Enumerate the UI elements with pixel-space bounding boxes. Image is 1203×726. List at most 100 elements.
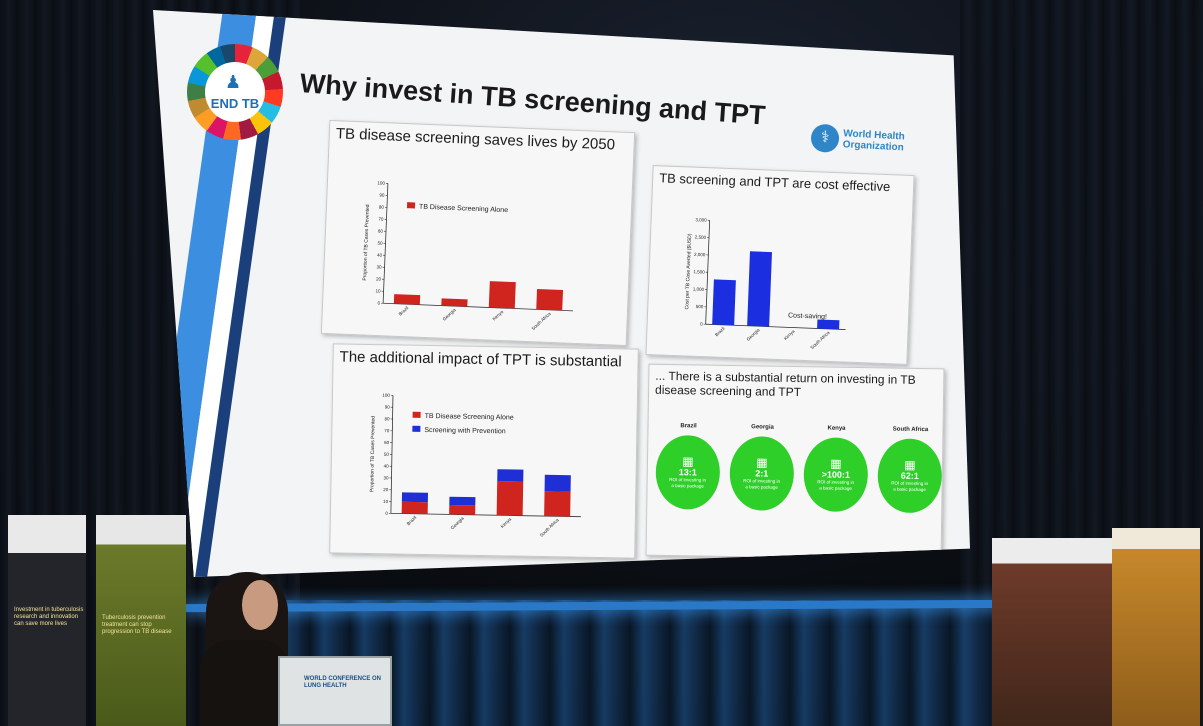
y-tick-label: 40 — [377, 252, 383, 257]
panel-tpt-impact: The additional impact of TPT is substant… — [329, 343, 639, 559]
y-tick-label: 0 — [385, 511, 388, 516]
roi-circle: ▦ 2:1 ROI of investing in a basic packag… — [729, 435, 795, 511]
y-axis-label: Cost per TB Case Averted ($USD) — [684, 233, 693, 309]
y-tick-label: 20 — [376, 276, 382, 281]
roi-item-kenya: Kenya ▦ >100:1 ROI of investing in a bas… — [801, 425, 870, 513]
roi-list: Brazil ▦ 13:1 ROI of investing in a basi… — [653, 423, 943, 547]
roi-description: ROI of investing in a basic package — [743, 478, 781, 490]
roi-description: ROI of investing in a basic package — [891, 480, 929, 493]
bar — [401, 492, 429, 503]
y-tick-label: 1,000 — [693, 287, 705, 292]
x-tick-label: Brazil — [714, 326, 726, 337]
cost-saving-annotation: Cost-saving! — [788, 312, 827, 320]
x-tick-label: Georgia — [746, 327, 762, 342]
bar-chart-icon: ▦ — [682, 454, 694, 469]
y-tick-label: 0 — [700, 321, 703, 326]
legend-swatch — [412, 411, 421, 418]
roi-description: ROI of investing in a basic package — [817, 479, 855, 491]
y-tick-label: 2,500 — [695, 235, 707, 240]
banner-right-orange — [1112, 528, 1200, 726]
bar — [712, 279, 736, 326]
person-icon: ♟ — [225, 72, 242, 92]
bar-chart-icon: ▦ — [830, 456, 842, 471]
x-tick-label: Georgia — [450, 515, 465, 530]
roi-item-brazil: Brazil ▦ 13:1 ROI of investing in a basi… — [653, 423, 722, 510]
who-logo: ⚕ World Health Organization — [810, 123, 905, 157]
projection-screen: ♟ END TB Why invest in TB screening and … — [153, 10, 970, 577]
lectern: WORLD CONFERENCE ON LUNG HEALTH — [278, 656, 392, 726]
roi-value: 13:1 — [678, 467, 697, 478]
x-axis — [390, 512, 581, 518]
roi-country: South Africa — [892, 426, 929, 434]
bar-chart-icon: ▦ — [756, 455, 768, 470]
y-tick-label: 2,000 — [694, 252, 706, 257]
y-tick-label: 60 — [384, 440, 390, 445]
who-emblem-icon: ⚕ — [810, 123, 840, 153]
end-tb-logo-text: END TB — [210, 96, 260, 111]
banner-right — [992, 538, 1112, 726]
y-tick-label: 100 — [377, 180, 385, 185]
roi-value: >100:1 — [821, 469, 851, 480]
y-tick-label: 40 — [384, 464, 390, 469]
roi-description: ROI of investing in a basic package — [669, 477, 707, 489]
y-tick-label: 1,500 — [693, 269, 705, 274]
bar — [449, 504, 476, 515]
panel-cost-effective: TB screening and TPT are cost effective … — [645, 165, 915, 365]
y-axis — [390, 395, 394, 514]
roi-circle: ▦ 62:1 ROI of investing in a basic packa… — [877, 438, 943, 514]
y-tick-label: 60 — [378, 228, 384, 233]
legend-swatch — [412, 425, 421, 432]
x-tick-label: Brazil — [406, 515, 418, 526]
legend-swatch — [406, 202, 416, 209]
bar — [401, 501, 428, 515]
roi-country: Brazil — [680, 423, 697, 430]
x-tick-label: South Africa — [539, 517, 560, 538]
x-tick-label: South Africa — [809, 330, 831, 350]
y-tick-label: 20 — [383, 487, 389, 492]
bar — [393, 294, 421, 305]
y-tick-label: 0 — [377, 301, 380, 306]
speaker-face — [242, 580, 278, 630]
banner-left-green: Tuberculosis prevention treatment can st… — [96, 515, 186, 726]
legend-label: TB Disease Screening Alone — [425, 413, 514, 422]
x-tick-label: Kenya — [500, 516, 513, 529]
roi-circle: ▦ >100:1 ROI of investing in a basic pac… — [803, 437, 869, 513]
y-tick-label: 500 — [696, 304, 704, 309]
roi-value: 62:1 — [900, 470, 919, 481]
y-tick-label: 90 — [385, 405, 391, 410]
bar — [449, 496, 476, 506]
bar-chart-icon: ▦ — [904, 457, 916, 472]
end-tb-logo-center — [205, 62, 265, 122]
bar — [544, 491, 571, 517]
panel-return-on-investment: ... There is a substantial return on inv… — [645, 363, 945, 561]
banner-left: Investment in tuberculosis research and … — [8, 515, 86, 726]
roi-country: Georgia — [751, 424, 774, 431]
x-tick-label: Brazil — [398, 305, 410, 316]
y-tick-label: 30 — [383, 475, 389, 480]
y-tick-label: 10 — [375, 288, 381, 293]
tpt-stacked-bar-chart: 0 10 20 30 40 50 60 70 80 90 100 Proportion of TB C… — [369, 393, 581, 538]
bar — [441, 298, 468, 307]
legend-label: TB Disease Screening Alone — [419, 204, 508, 215]
y-tick-label: 80 — [379, 205, 385, 210]
x-tick-label: Kenya — [783, 328, 796, 341]
y-tick-label: 100 — [382, 393, 390, 398]
banner-text: Investment in tuberculosis research and … — [14, 607, 84, 627]
y-tick-label: 30 — [376, 264, 382, 269]
y-tick-label: 50 — [377, 240, 383, 245]
banner-text: Tuberculosis prevention treatment can st… — [102, 615, 172, 635]
panel-screening-saves-lives: TB disease screening saves lives by 2050… — [320, 119, 636, 347]
x-tick-label: South Africa — [531, 311, 553, 331]
speaker-body — [200, 640, 290, 726]
lectern-text: WORLD CONFERENCE ON LUNG HEALTH — [304, 676, 381, 689]
x-tick-label: Georgia — [442, 307, 458, 322]
y-tick-label: 80 — [384, 416, 390, 421]
roi-item-georgia: Georgia ▦ 2:1 ROI of investing in a basi… — [727, 424, 796, 511]
y-tick-label: 3,000 — [695, 217, 707, 222]
roi-country: Kenya — [827, 425, 846, 432]
bar — [488, 281, 516, 309]
y-tick-label: 90 — [379, 193, 385, 198]
roi-circle: ▦ 13:1 ROI of investing in a basic packa… — [655, 434, 721, 510]
roi-item-south-africa: South Africa ▦ 62:1 ROI of investing in … — [875, 426, 944, 514]
